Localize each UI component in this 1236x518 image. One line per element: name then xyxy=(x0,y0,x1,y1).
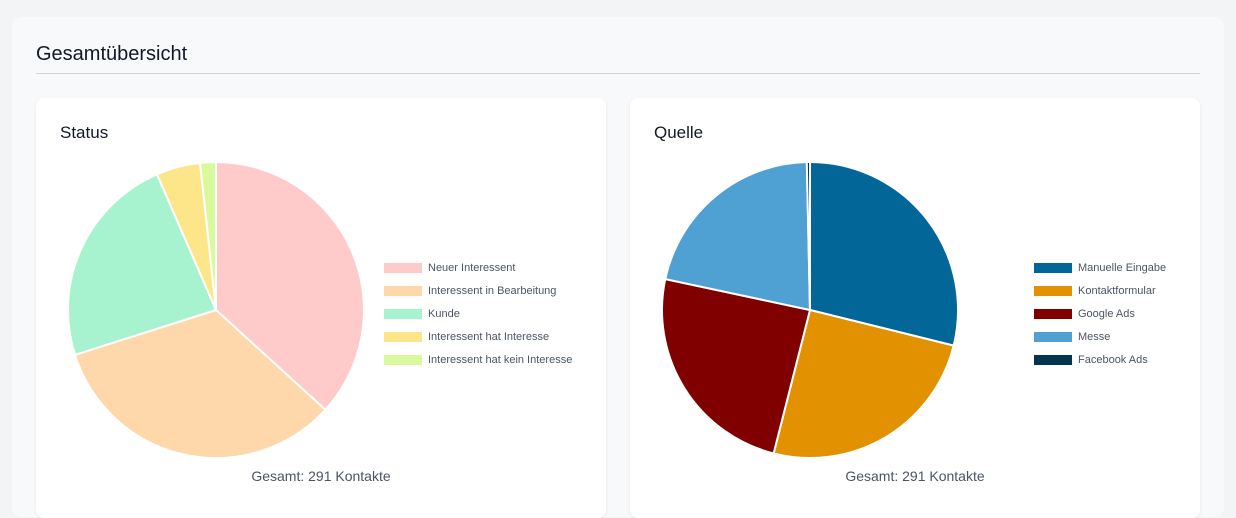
legend-swatch xyxy=(1034,354,1072,365)
legend-item[interactable]: Neuer Interessent xyxy=(384,256,572,279)
status-total-label: Gesamt: 291 Kontakte xyxy=(251,468,391,484)
legend-label: Facebook Ads xyxy=(1078,353,1148,366)
section-divider xyxy=(36,73,1200,74)
section-title: Gesamtübersicht xyxy=(36,43,188,65)
legend-label: Kontaktformular xyxy=(1078,284,1156,297)
overview-panel: Gesamtübersicht Status Neuer Interessent… xyxy=(12,17,1224,518)
source-legend: Manuelle Eingabe Kontaktformular Google … xyxy=(1034,256,1166,371)
legend-label: Interessent hat Interesse xyxy=(428,330,550,343)
legend-item[interactable]: Interessent in Bearbeitung xyxy=(384,279,572,302)
legend-swatch xyxy=(384,331,422,342)
legend-label: Interessent in Bearbeitung xyxy=(428,284,557,297)
legend-swatch xyxy=(1034,308,1072,319)
legend-item[interactable]: Interessent hat Interesse xyxy=(384,325,572,348)
legend-item[interactable]: Kontaktformular xyxy=(1034,279,1166,302)
legend-item[interactable]: Interessent hat kein Interesse xyxy=(384,348,572,371)
pie-slice-neuer-interessent[interactable] xyxy=(215,160,365,412)
legend-label: Google Ads xyxy=(1078,307,1135,320)
legend-swatch xyxy=(1034,285,1072,296)
pie-slice-interessent-hat-kein-interesse[interactable] xyxy=(198,160,217,311)
pie-slice-google-ads[interactable] xyxy=(661,277,812,455)
source-chart-card: Quelle Manuelle Eingabe Kontaktformular … xyxy=(630,98,1200,518)
legend-swatch xyxy=(1034,331,1072,342)
legend-item[interactable]: Facebook Ads xyxy=(1034,348,1166,371)
legend-item[interactable]: Manuelle Eingabe xyxy=(1034,256,1166,279)
legend-swatch xyxy=(1034,262,1072,273)
pie-slice-manuelle-eingabe[interactable] xyxy=(809,160,959,347)
source-chart-title: Quelle xyxy=(654,123,704,142)
pie-slice-interessent-in-bearbeitung[interactable] xyxy=(73,308,327,459)
status-legend: Neuer Interessent Interessent in Bearbei… xyxy=(384,256,572,371)
status-chart-card: Status Neuer Interessent Interessent in … xyxy=(36,98,606,518)
pie-slice-messe[interactable] xyxy=(664,161,812,312)
legend-item[interactable]: Messe xyxy=(1034,325,1166,348)
source-pie-chart xyxy=(661,160,959,459)
pie-slice-kunde[interactable] xyxy=(67,172,218,357)
pie-slice-kontaktformular[interactable] xyxy=(772,308,955,459)
legend-label: Interessent hat kein Interesse xyxy=(428,353,573,366)
pie-slice-facebook-ads[interactable] xyxy=(805,160,811,311)
legend-swatch xyxy=(384,285,422,296)
source-total-label: Gesamt: 291 Kontakte xyxy=(845,468,985,484)
status-chart-title: Status xyxy=(60,123,109,142)
legend-label: Neuer Interessent xyxy=(428,261,516,274)
legend-item[interactable]: Google Ads xyxy=(1034,302,1166,325)
legend-label: Kunde xyxy=(428,307,460,320)
legend-swatch xyxy=(384,262,422,273)
legend-item[interactable]: Kunde xyxy=(384,302,572,325)
status-pie-chart xyxy=(67,160,365,459)
legend-label: Messe xyxy=(1078,330,1111,343)
legend-label: Manuelle Eingabe xyxy=(1078,261,1167,274)
legend-swatch xyxy=(384,308,422,319)
legend-swatch xyxy=(384,354,422,365)
